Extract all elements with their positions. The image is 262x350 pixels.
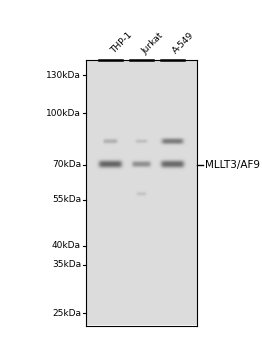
Text: 70kDa: 70kDa bbox=[52, 160, 81, 169]
Text: 25kDa: 25kDa bbox=[52, 309, 81, 318]
Text: 55kDa: 55kDa bbox=[52, 195, 81, 204]
Text: A-549: A-549 bbox=[171, 30, 196, 56]
Text: 130kDa: 130kDa bbox=[46, 71, 81, 80]
Text: MLLT3/AF9: MLLT3/AF9 bbox=[205, 160, 260, 170]
Text: 40kDa: 40kDa bbox=[52, 241, 81, 250]
Text: 35kDa: 35kDa bbox=[52, 260, 81, 270]
Text: THP-1: THP-1 bbox=[110, 30, 134, 56]
Text: 100kDa: 100kDa bbox=[46, 109, 81, 118]
Text: Jurkat: Jurkat bbox=[140, 30, 165, 56]
